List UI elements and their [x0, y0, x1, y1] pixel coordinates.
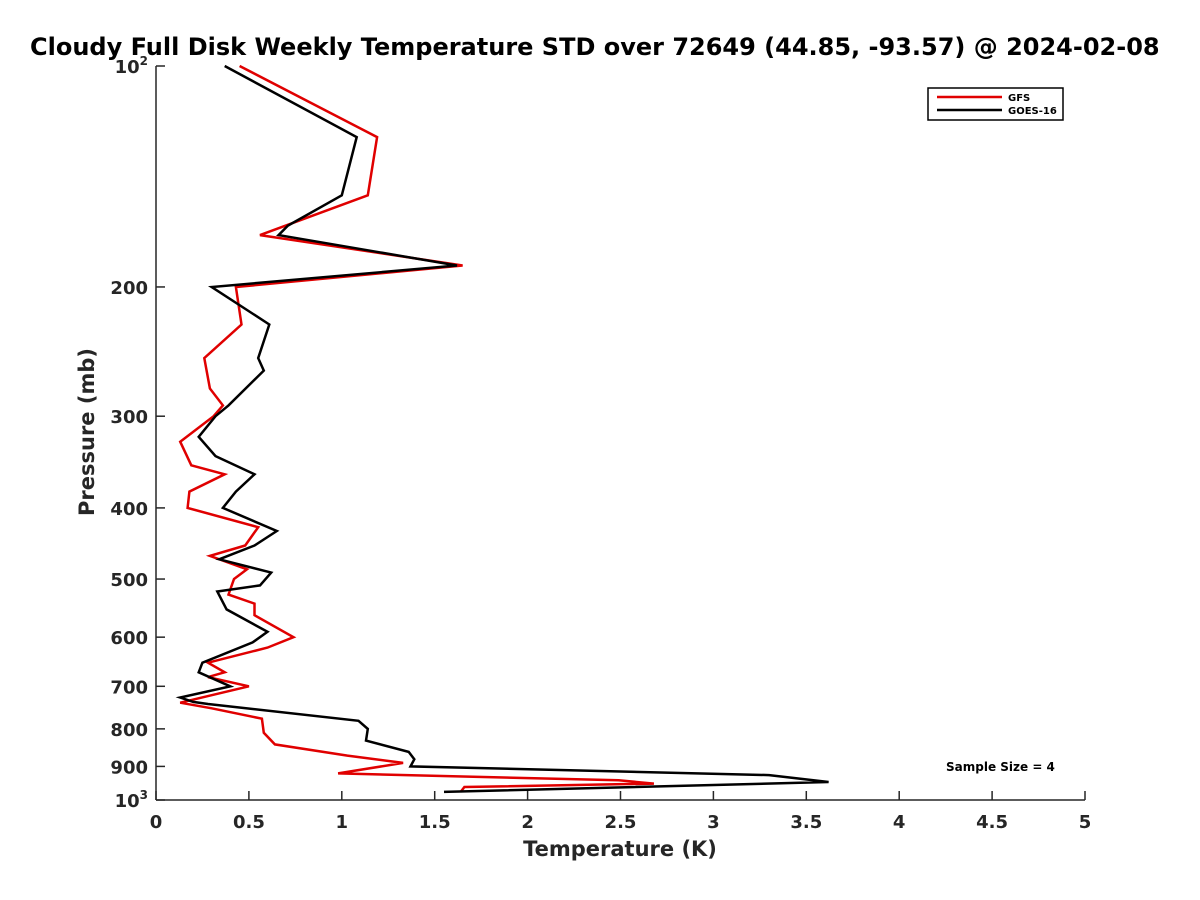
x-tick-label: 2.5 [605, 812, 637, 833]
y-tick-label: 800 [110, 720, 148, 741]
axes-layer: 0 0.5 1 1.5 2 2.5 3 3.5 4 4.5 5 102 200 300 400 500 600 7… [110, 54, 1091, 833]
x-tick-label: 5 [1079, 812, 1092, 833]
y-tick-label: 300 [110, 407, 148, 428]
legend-label-goes-16: GOES-16 [1008, 106, 1057, 117]
x-tick-label: 3.5 [790, 812, 822, 833]
x-tick-label: 4.5 [976, 812, 1008, 833]
y-tick-label: 400 [110, 499, 148, 520]
x-tick-label: 3 [707, 812, 720, 833]
y-tick-label: 900 [110, 757, 148, 778]
x-tick-label: 2 [521, 812, 534, 833]
y-tick-label: 700 [110, 677, 148, 698]
x-axis-label: Temperature (K) [523, 837, 717, 861]
y-tick-label: 103 [115, 788, 148, 812]
y-axis-label: Pressure (mb) [75, 348, 99, 516]
x-tick-label: 0 [150, 812, 163, 833]
series-layer [175, 64, 829, 794]
series-line-gfs [178, 64, 655, 793]
legend: GFS GOES-16 [927, 87, 1064, 121]
series-line-goes-16 [175, 64, 829, 794]
y-tick-label: 600 [110, 628, 148, 649]
y-tick-label: 200 [110, 278, 148, 299]
x-tick-label: 0.5 [233, 812, 265, 833]
sample-size-annotation: Sample Size = 4 [946, 760, 1055, 774]
chart-title: Cloudy Full Disk Weekly Temperature STD … [30, 33, 1160, 61]
y-tick-label: 102 [115, 54, 148, 78]
x-tick-label: 1 [336, 812, 349, 833]
legend-label-gfs: GFS [1008, 93, 1030, 104]
x-tick-label: 4 [893, 812, 906, 833]
x-tick-label: 1.5 [419, 812, 451, 833]
y-tick-label: 500 [110, 570, 148, 591]
legend-box [927, 87, 1064, 121]
